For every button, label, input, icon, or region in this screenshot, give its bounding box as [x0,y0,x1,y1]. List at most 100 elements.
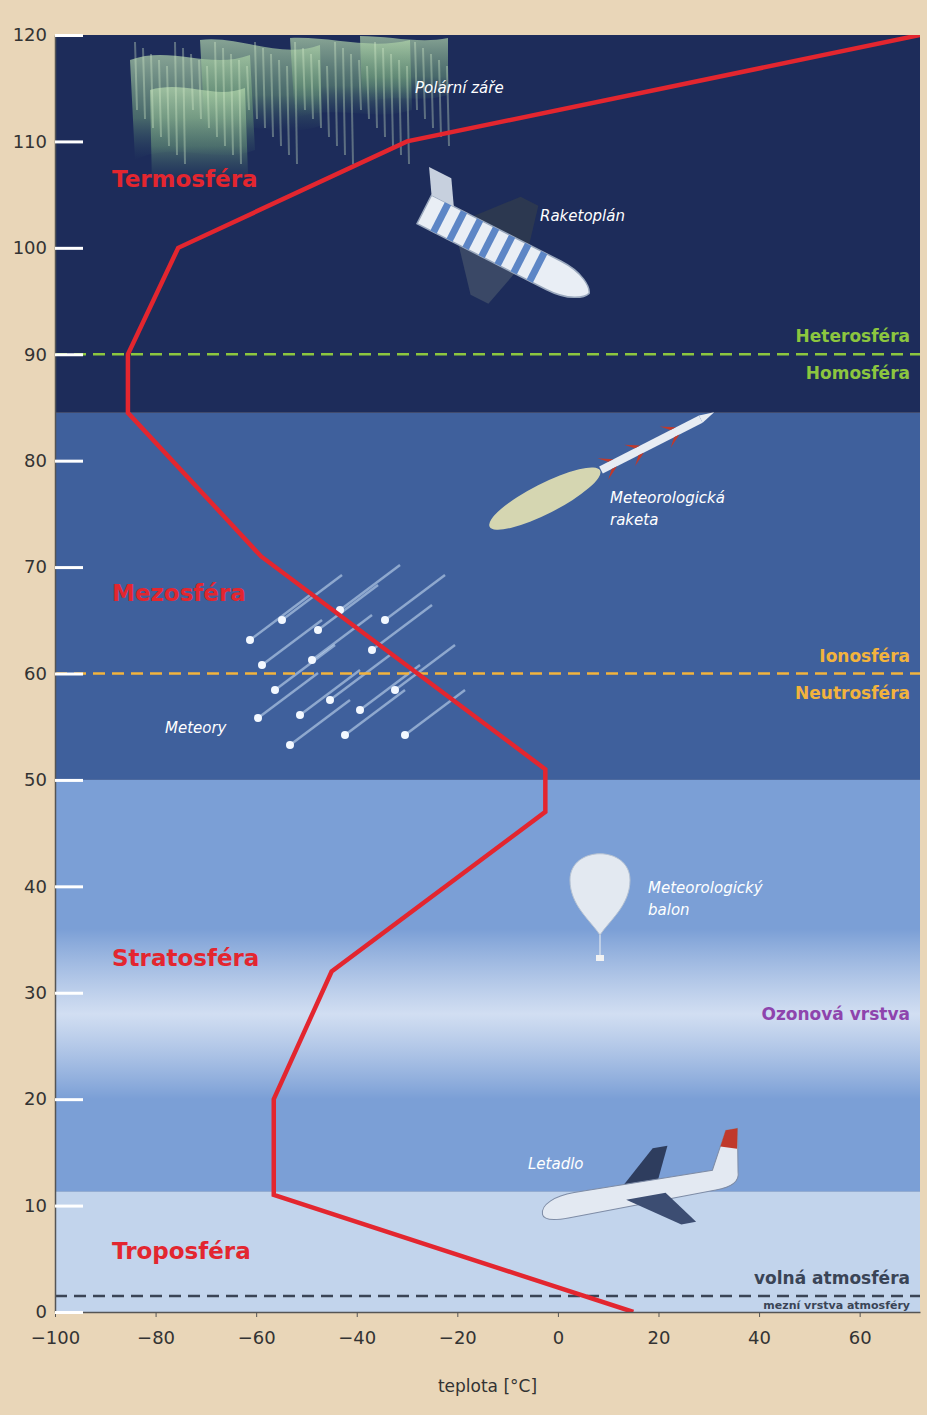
x-tick-mark [860,1312,861,1317]
y-tick-mark [55,1098,83,1101]
meteor-trail [372,605,432,650]
meteor-head [308,656,316,664]
aurora-ray [399,60,401,155]
aurora-ray [167,66,169,146]
aurora-ray [271,54,273,137]
aurora-ray [239,60,241,164]
aurora-ray [199,60,201,119]
y-axis: 0102030405060708090100110120 [13,24,83,1322]
illustration-label-line: raketa [610,511,658,529]
aurora-ray [327,66,329,137]
y-tick-mark [55,885,83,888]
illustration-label: Polární záře [415,79,504,97]
meteor-head [278,616,286,624]
meteor-head [286,741,294,749]
meteor-trail [300,670,360,715]
aurora-ray [375,42,377,128]
y-tick: 10 [24,1195,83,1216]
illustration-label-line: balon [648,901,690,919]
ozone-label: Ozonová vrstva [761,1004,910,1024]
plane-body [534,1128,748,1222]
y-tick-label: 80 [24,450,47,471]
meteor-head [314,626,322,634]
aurora-ray [351,54,353,164]
meteor-trail [385,575,445,620]
aurora-ray [303,48,305,110]
aurora-ray [223,48,225,146]
labels: TroposféraStratosféraMezosféraTermosféra… [112,79,910,1312]
illustration-label: Meteorologický balon [648,879,764,919]
y-tick-mark [55,353,83,356]
x-tick-label: 40 [748,1327,771,1348]
shuttle-stripe [430,202,451,234]
illustrations [130,36,752,1248]
y-tick: 50 [24,769,83,790]
y-tick-mark [55,460,83,463]
meteor-trail [282,575,342,620]
boundary-label: mezní vrstva atmosféry [763,1299,910,1312]
shuttle-stripe [495,235,516,267]
aurora-ray [359,60,361,110]
shuttle [386,154,614,343]
x-tick-label: −60 [238,1327,276,1348]
plane-tail [718,1128,741,1151]
illustration-label-line: Meteorologická [610,489,725,507]
meteor-trail [395,645,455,690]
rocket-exhaust [483,457,607,540]
y-tick-label: 120 [13,24,47,45]
x-tick: −20 [439,1312,477,1348]
aurora-ray [159,60,161,137]
aurora-ray [255,42,257,119]
x-tick-mark [357,1312,358,1317]
y-tick-label: 40 [24,876,47,897]
shuttle-stripe [462,218,483,250]
layer-label: Mezosféra [112,580,246,606]
aurora-ray [279,60,281,146]
y-tick-label: 0 [36,1301,47,1322]
aurora-ray [295,42,297,164]
x-axis: −100−80−60−40−200204060 [31,1312,921,1348]
plane [534,1128,753,1248]
meteor-trail [250,595,310,640]
y-tick-mark [55,673,83,676]
x-tick-label: 60 [849,1327,872,1348]
aurora-ray [343,48,345,155]
aurora-ray [335,42,337,146]
x-tick: −40 [338,1312,376,1348]
aurora-ray [311,54,313,119]
x-tick-mark [558,1312,559,1317]
aurora-ray [415,42,417,110]
aurora-ray [367,66,369,119]
layer-label: Troposféra [112,1238,251,1264]
x-tick-mark [457,1312,458,1317]
y-tick: 30 [24,982,83,1003]
meteor-head [258,661,266,669]
ozone-band [55,929,920,1099]
meteor-trail [405,690,465,735]
meteor-head [391,686,399,694]
layer-band [55,1192,920,1312]
y-tick-label: 60 [24,663,47,684]
x-tick: −80 [137,1312,175,1348]
x-tick: 60 [849,1312,872,1348]
x-tick-mark [658,1312,659,1317]
aurora [130,36,449,185]
balloon-payload [596,955,604,961]
y-tick-mark [55,779,83,782]
illustration-label: Raketoplán [540,207,625,225]
meteor-head [356,706,364,714]
y-tick-label: 90 [24,344,47,365]
illustration-label: Meteorologická raketa [610,489,725,529]
x-tick: −60 [238,1312,276,1348]
boundary-label: Neutrosféra [795,683,910,703]
x-tick: 20 [648,1312,671,1348]
y-tick-mark [55,1311,83,1314]
x-axis-title: teplota [°C] [438,1376,537,1396]
aurora-ray [383,48,385,137]
illustration-label-line: Meteorologický [648,879,764,897]
rocket-fin [597,452,620,480]
y-tick: 90 [24,344,83,365]
meteor-trail [258,673,318,718]
aurora-ray [247,66,249,110]
shuttle-stripe [511,243,532,275]
